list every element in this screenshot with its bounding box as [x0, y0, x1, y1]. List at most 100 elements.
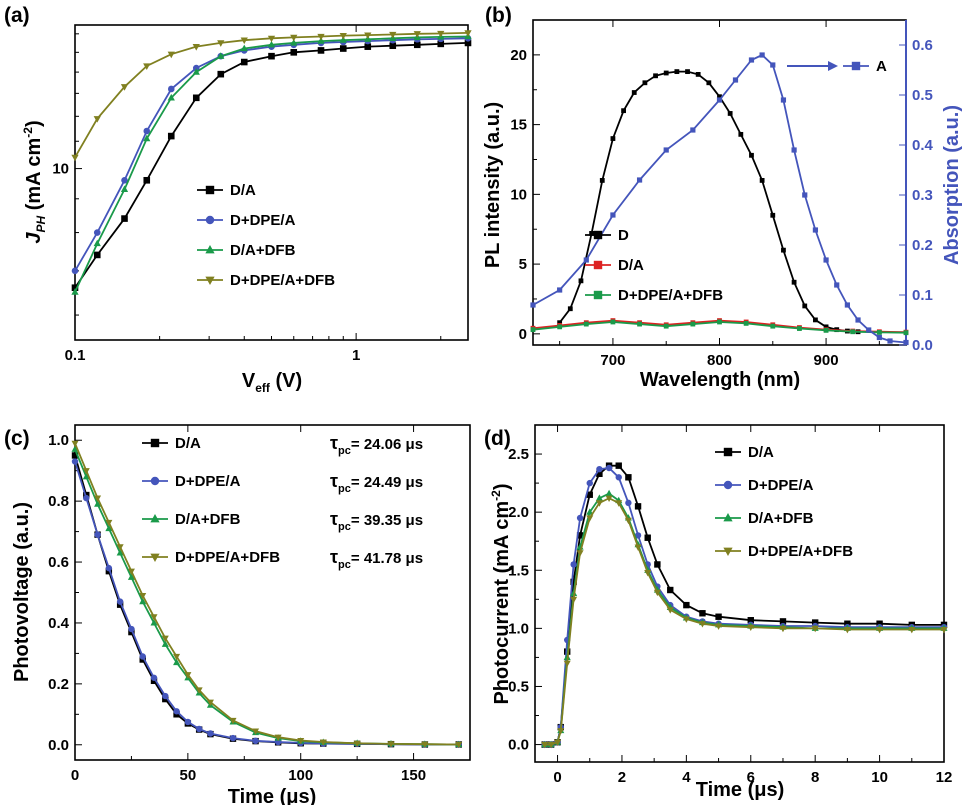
data-point	[83, 494, 90, 502]
data-point	[749, 152, 754, 158]
panel-label: (c)	[4, 427, 30, 450]
legend-label: D+DPE/A+DFB	[618, 287, 723, 304]
x-tick-label: 100	[288, 767, 313, 784]
data-point	[621, 108, 626, 114]
data-point	[82, 468, 90, 475]
data-point	[747, 624, 755, 632]
data-point	[71, 440, 79, 448]
data-point	[605, 489, 613, 497]
data-point	[738, 131, 744, 137]
data-point	[823, 257, 829, 263]
data-point	[116, 544, 124, 551]
y-tick-label: 0.0	[508, 737, 529, 754]
series-0	[71, 452, 462, 748]
data-point	[578, 278, 584, 284]
legend-marker	[593, 260, 603, 270]
legend-label: D/A	[748, 444, 774, 461]
data-point	[748, 57, 755, 63]
data-point	[547, 742, 555, 749]
data-point	[637, 321, 642, 327]
data-point	[389, 42, 397, 50]
data-point	[715, 613, 722, 620]
data-point	[685, 69, 690, 75]
data-point	[615, 462, 622, 469]
x-axis-title: Time (μs)	[696, 779, 785, 801]
plot-frame	[74, 24, 469, 341]
data-point	[162, 692, 169, 700]
data-point	[541, 742, 549, 749]
legend-entry-2: D/A+DFB	[715, 510, 814, 527]
data-point	[127, 568, 135, 576]
legend-label: D+DPE/A	[175, 473, 241, 490]
data-point	[834, 282, 840, 288]
y2-tick-label: 0.2	[912, 237, 933, 254]
legend-entry-0: D/A	[197, 182, 256, 199]
data-point	[781, 247, 786, 253]
data-point	[71, 267, 79, 275]
data-point	[267, 40, 276, 48]
data-point	[743, 320, 749, 326]
series-3	[71, 30, 472, 162]
legend-label: D+DPE/A+DFB	[175, 549, 280, 566]
data-point	[903, 339, 909, 346]
data-point	[908, 626, 916, 634]
series-line	[544, 497, 944, 746]
data-point	[143, 134, 151, 142]
data-point	[747, 617, 754, 624]
legend-marker	[851, 61, 861, 71]
data-point	[779, 618, 787, 625]
y-axis-title: JPH (mA cm-2)	[21, 120, 48, 243]
y-tick-label: 5	[519, 256, 527, 273]
series-0	[541, 462, 948, 748]
data-point	[94, 495, 102, 502]
data-point	[634, 532, 642, 539]
data-point	[71, 284, 79, 292]
data-point	[317, 47, 325, 54]
data-point	[120, 185, 129, 193]
legend-marker	[593, 230, 603, 240]
series-2	[530, 319, 909, 336]
data-point	[570, 596, 578, 604]
data-point	[644, 570, 652, 577]
legend-marker	[205, 215, 215, 225]
y-tick-label: 20	[510, 47, 527, 64]
data-point	[634, 503, 642, 510]
data-point	[413, 31, 421, 38]
data-point	[605, 464, 613, 472]
data-point	[389, 31, 397, 39]
legend-entry-3: A	[843, 58, 887, 75]
data-point	[666, 607, 674, 614]
data-point	[173, 658, 181, 666]
data-point	[823, 324, 829, 330]
data-point	[116, 549, 124, 556]
data-point	[206, 699, 214, 706]
data-point	[464, 30, 472, 37]
y-tick-label: 10	[52, 161, 69, 178]
data-point	[557, 287, 563, 293]
data-point	[339, 45, 347, 52]
x-tick-label: 8	[811, 769, 819, 786]
x-tick-label: 12	[936, 769, 953, 786]
data-point	[192, 68, 200, 75]
data-point	[844, 620, 851, 627]
data-point	[93, 251, 101, 259]
data-point	[121, 176, 128, 184]
series-3	[541, 495, 948, 749]
legend-label: D+DPE/A+DFB	[748, 543, 853, 560]
y2-tick-label: 0.6	[912, 37, 933, 54]
data-point	[121, 215, 128, 222]
data-point	[876, 626, 884, 634]
data-point	[252, 728, 260, 735]
data-point	[876, 330, 882, 335]
data-point	[610, 319, 616, 325]
data-point	[93, 116, 101, 123]
data-point	[192, 64, 200, 72]
data-point	[706, 80, 712, 86]
legend-marker	[723, 447, 733, 457]
data-point	[173, 708, 180, 715]
legend-entry-3: D+DPE/A+DFB	[142, 549, 280, 566]
data-point	[150, 619, 158, 626]
data-point	[353, 740, 361, 748]
legend-label: D+DPE/A+DFB	[230, 272, 335, 289]
data-point	[779, 625, 787, 633]
